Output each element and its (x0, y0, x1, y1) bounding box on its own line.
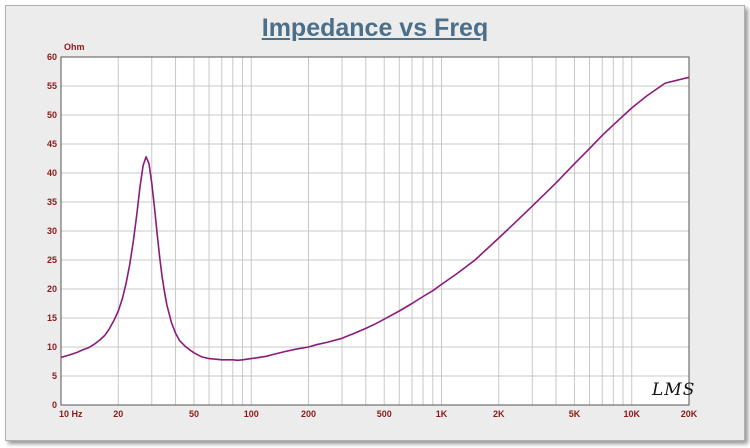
y-tick-label: 15 (47, 313, 57, 323)
x-tick-label: 2K (493, 409, 505, 419)
x-tick-label: 5K (569, 409, 581, 419)
x-tick-label: 20 (113, 409, 123, 419)
x-tick-label: 20K (681, 409, 698, 419)
y-tick-label: 40 (47, 168, 57, 178)
y-tick-label: 35 (47, 197, 57, 207)
y-tick-label: 50 (47, 110, 57, 120)
y-axis-unit-label: Ohm (64, 42, 85, 52)
x-tick-label: 50 (189, 409, 199, 419)
y-tick-label: 25 (47, 255, 57, 265)
x-tick-label: 10 Hz (59, 409, 83, 419)
x-tick-label: 100 (244, 409, 259, 419)
y-tick-label: 60 (47, 52, 57, 62)
lms-logo: LMS (652, 380, 696, 400)
chart-title: Impedance vs Freq (261, 14, 489, 42)
y-tick-label: 0 (52, 400, 57, 410)
plot-border (60, 56, 690, 406)
x-tick-label: 200 (301, 409, 316, 419)
y-tick-label: 10 (47, 342, 57, 352)
x-tick-label: 10K (623, 409, 640, 419)
x-tick-label: 1K (436, 409, 448, 419)
y-tick-label: 5 (52, 371, 57, 381)
impedance-curve (60, 76, 690, 362)
x-tick-label: 500 (377, 409, 392, 419)
y-tick-label: 30 (47, 226, 57, 236)
y-tick-label: 45 (47, 139, 57, 149)
y-tick-label: 55 (47, 81, 57, 91)
y-tick-label: 20 (47, 284, 57, 294)
